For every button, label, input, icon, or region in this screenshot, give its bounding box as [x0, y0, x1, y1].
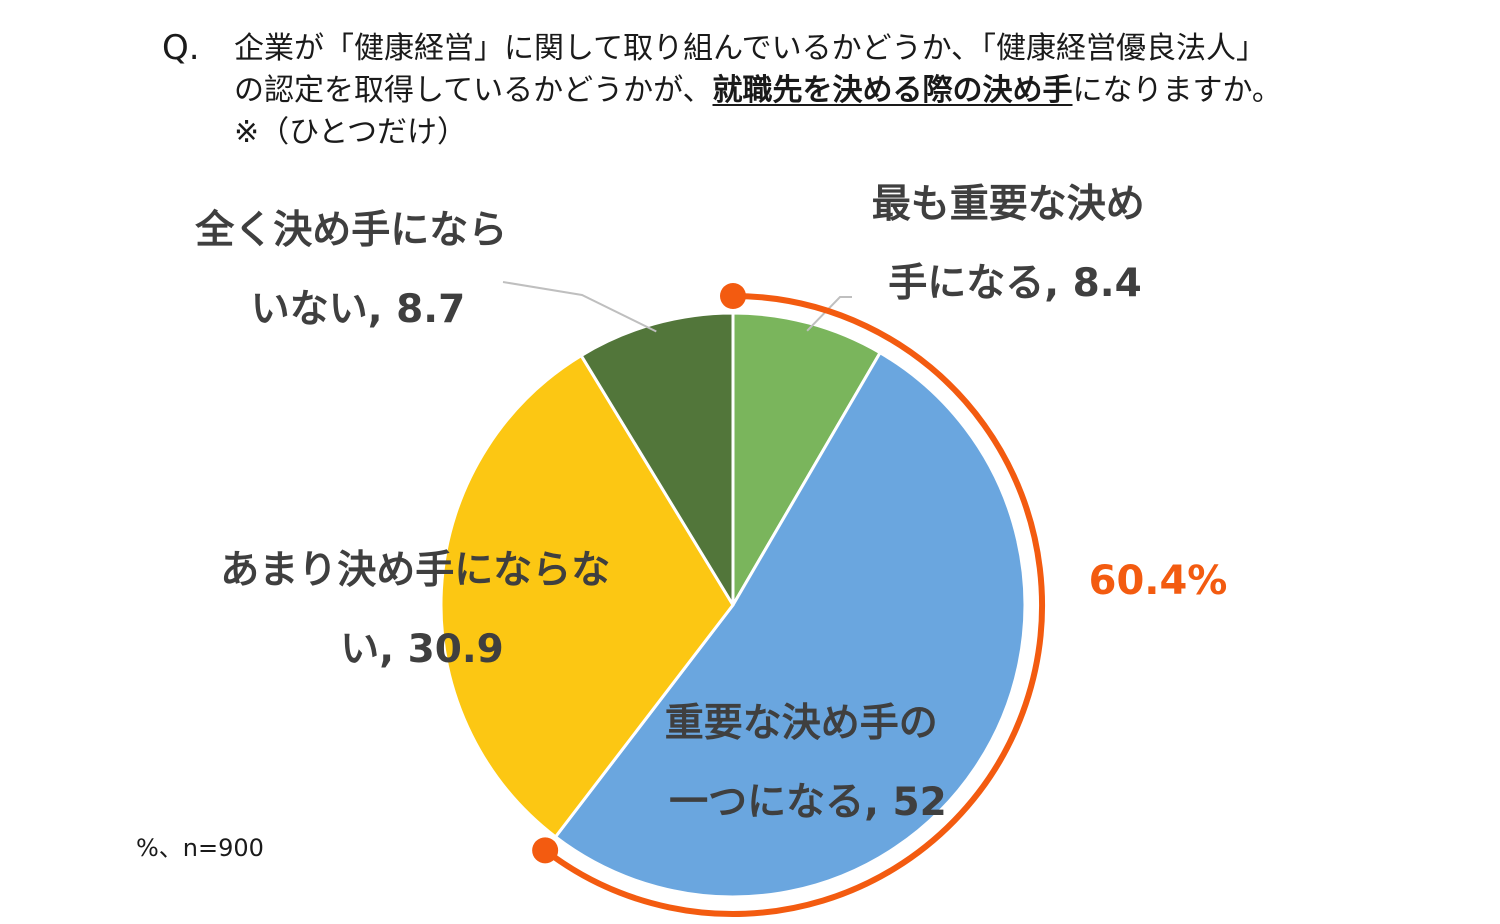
leader-line-most — [806, 296, 852, 332]
slice-label-most-line-2: 手になる, 8.4 — [888, 261, 1141, 306]
pie-slice-not_much — [439, 354, 735, 839]
slice-label-most-line-1: 最も重要な決め — [872, 182, 1145, 227]
highlight-total-label: 60.4% — [1089, 558, 1228, 604]
slice-label-not-at-all-line-2: いない, 8.7 — [251, 287, 465, 332]
slice-label-not-much: あまり決め手にならな い, 30.9 — [220, 548, 624, 672]
slice-label-one: 重要な決め手の 一つになる, 52 — [665, 701, 952, 825]
question-line-2-pre: の認定を取得しているかどうかが、 — [234, 73, 713, 108]
leader-line-not-at-all — [502, 281, 657, 333]
question-marker: Q. — [162, 28, 200, 68]
highlight-arc-start-dot — [720, 283, 746, 309]
pie-slice-most — [731, 311, 882, 607]
slice-label-one-line-2: 一つになる, 52 — [669, 780, 947, 825]
question-line-2: の認定を取得しているかどうかが、就職先を決める際の決め手になりますか。 — [234, 70, 1474, 112]
pie-slice-one — [553, 351, 1027, 899]
slice-label-not-at-all: 全く決め手になら いない, 8.7 — [194, 208, 521, 332]
sample-size-note: %、n=900 — [136, 834, 264, 862]
question-line-3: ※（ひとつだけ） — [234, 115, 468, 150]
slice-label-not-much-line-2: い, 30.9 — [340, 627, 504, 672]
highlight-arc-group — [532, 283, 1045, 917]
question-text: 企業が「健康経営」に関して取り組んでいるかどうか、「健康経営優良法人」 の認定を… — [234, 28, 1474, 154]
highlight-arc — [542, 293, 1045, 917]
slice-label-not-much-line-1: あまり決め手にならな — [220, 548, 610, 593]
highlight-arc-end-dot — [532, 837, 559, 864]
slice-label-most: 最も重要な決め 手になる, 8.4 — [872, 182, 1159, 306]
pie-slice-not_at_all — [579, 311, 735, 607]
slice-label-one-line-1: 重要な決め手の — [665, 701, 938, 746]
pie-slices — [439, 311, 1027, 899]
slice-label-not-at-all-line-1: 全く決め手になら — [194, 208, 507, 253]
question-line-2-post: になりますか。 — [1072, 73, 1282, 108]
leader-lines — [502, 281, 852, 333]
question-line-1: 企業が「健康経営」に関して取り組んでいるかどうか、「健康経営優良法人」 — [234, 31, 1266, 66]
question-emphasis: 就職先を決める際の決め手 — [712, 73, 1073, 108]
